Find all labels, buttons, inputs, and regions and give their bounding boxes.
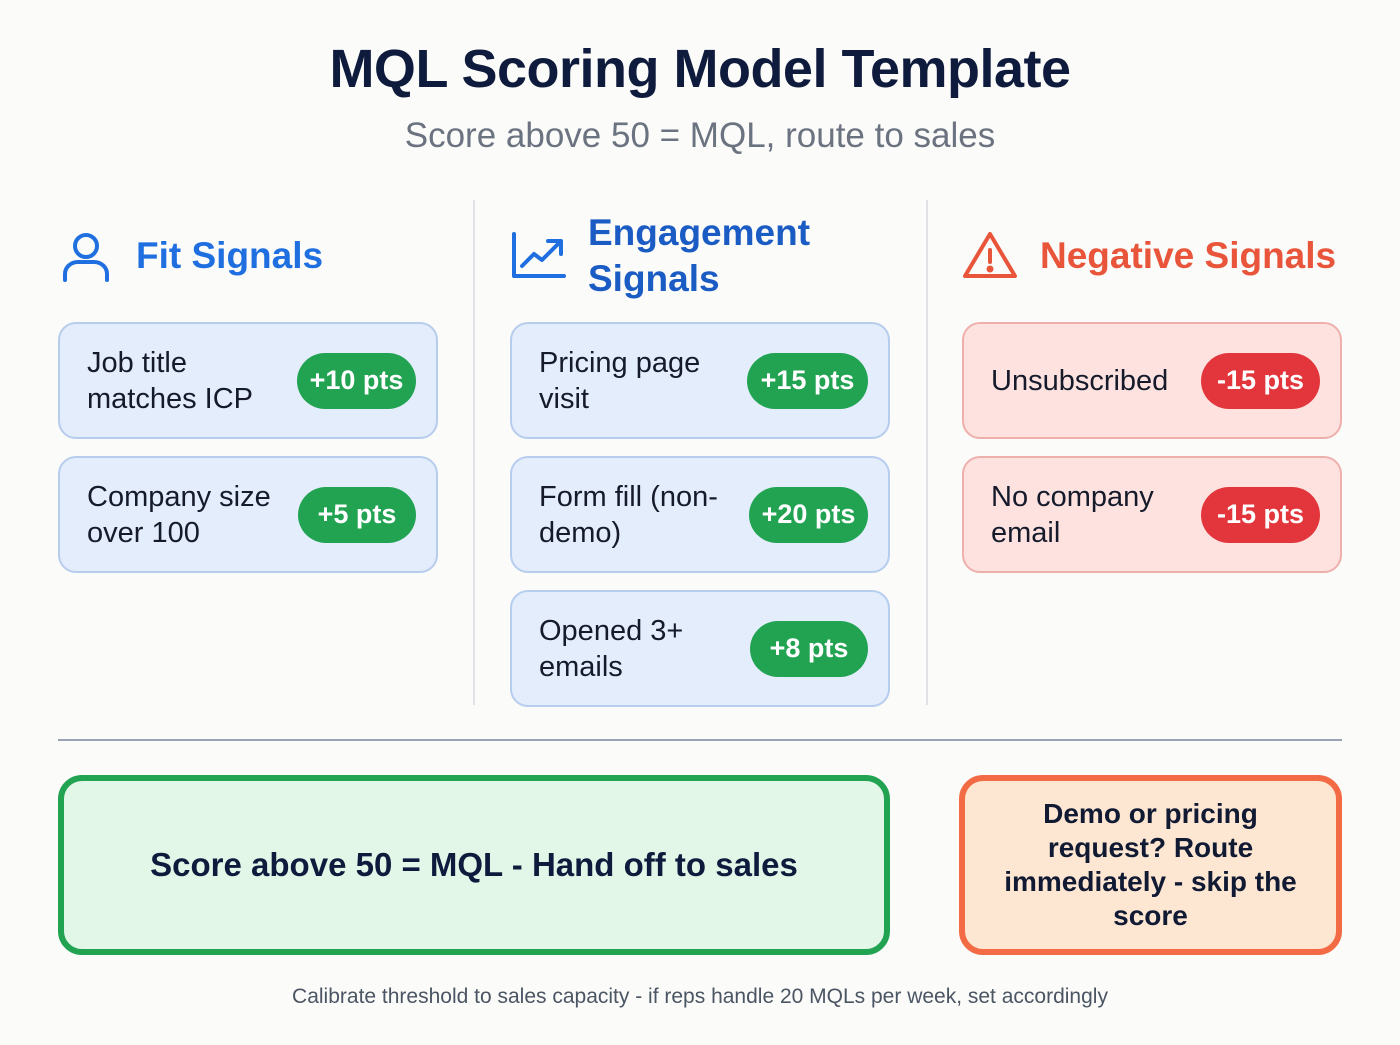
footnote: Calibrate threshold to sales capacity - … (292, 985, 1108, 1008)
signal-label: Pricing page visit (539, 346, 701, 415)
engagement-signals-column: Engagement Signals Pricing page visit +1… (510, 200, 890, 724)
points-badge: -15 pts (1201, 486, 1320, 543)
section-divider (58, 739, 1342, 741)
column-title: Negative Signals (1040, 235, 1337, 276)
negative-signals-column: Negative Signals Unsubscribed -15 pts No… (962, 200, 1342, 590)
threshold-box: Score above 50 = MQL - Hand off to sales (58, 775, 890, 955)
trending-up-icon (510, 228, 566, 284)
signal-label: No company email (991, 480, 1154, 549)
points-badge: +10 pts (297, 352, 416, 409)
signal-card: No company email -15 pts (962, 456, 1342, 573)
column-divider (473, 200, 475, 705)
user-icon (58, 228, 114, 284)
page-title: MQL Scoring Model Template (329, 39, 1071, 99)
signal-card: Company size over 100 +5 pts (58, 456, 438, 573)
signal-card: Unsubscribed -15 pts (962, 322, 1342, 439)
signal-card: Form fill (non-demo) +20 pts (510, 456, 890, 573)
fast-track-box: Demo or pricing request? Route immediate… (959, 775, 1342, 955)
points-badge: +20 pts (749, 486, 868, 543)
signal-label: Opened 3+ emails (539, 614, 684, 683)
fast-track-text: Demo or pricing request? Route immediate… (1004, 798, 1297, 931)
column-header: Negative Signals (962, 200, 1342, 312)
column-header: Fit Signals (58, 200, 438, 312)
points-badge: +15 pts (746, 352, 868, 409)
warning-triangle-icon (962, 228, 1018, 284)
signal-label: Form fill (non-demo) (539, 480, 718, 549)
signal-card: Opened 3+ emails +8 pts (510, 590, 890, 707)
signal-label: Job title matches ICP (87, 346, 253, 415)
column-title: Fit Signals (136, 235, 324, 276)
column-title: Engagement Signals (588, 212, 811, 299)
column-divider (926, 200, 928, 705)
fit-signals-column: Fit Signals Job title matches ICP +10 pt… (58, 200, 438, 590)
page-subtitle: Score above 50 = MQL, route to sales (404, 116, 996, 155)
signal-label: Company size over 100 (87, 480, 271, 549)
threshold-text: Score above 50 = MQL - Hand off to sales (150, 846, 798, 883)
signal-card: Job title matches ICP +10 pts (58, 322, 438, 439)
signal-card: Pricing page visit +15 pts (510, 322, 890, 439)
points-badge: -15 pts (1200, 352, 1320, 409)
points-badge: +5 pts (298, 486, 416, 543)
signal-label: Unsubscribed (991, 364, 1169, 397)
points-badge: +8 pts (750, 620, 868, 677)
column-header: Engagement Signals (510, 200, 890, 312)
